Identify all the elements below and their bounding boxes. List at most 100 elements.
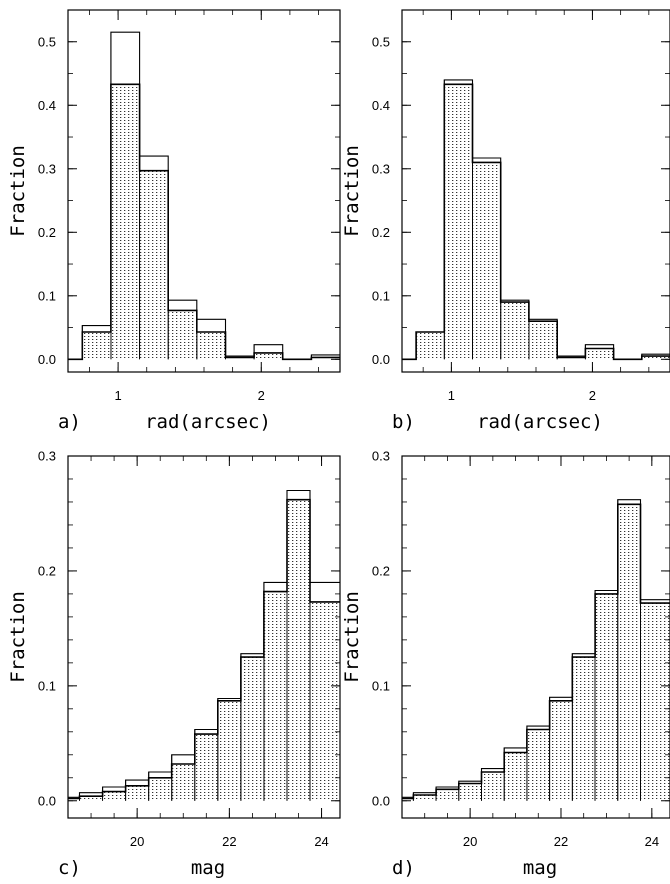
y-tick-label: 0.5 bbox=[372, 34, 390, 49]
histogram-outline-series bbox=[68, 31, 340, 360]
panels-root: 0.0 0.1 0.2 0.3 0.4 0.5 1 2 Fraction rad(arcsec) a… bbox=[7, 9, 670, 879]
hist-bar-fill bbox=[310, 601, 340, 801]
hist-bar-fill bbox=[125, 785, 149, 801]
hist-bar-fill bbox=[549, 700, 573, 801]
hist-bar-fill bbox=[504, 752, 527, 801]
y-tick-label: 0.0 bbox=[38, 352, 56, 367]
y-tick-label: 0.3 bbox=[372, 449, 390, 464]
x-axis-title: mag bbox=[523, 857, 557, 879]
y-tick-label: 0.2 bbox=[38, 563, 56, 578]
y-tick-label: 0.0 bbox=[372, 352, 390, 367]
plot-frame bbox=[401, 455, 670, 819]
x-tick-label: 20 bbox=[463, 834, 477, 849]
y-tick-label: 0.3 bbox=[372, 161, 390, 176]
x-tick-label: 20 bbox=[130, 834, 144, 849]
hist-bar-fill bbox=[110, 84, 140, 360]
panel-c: 0.0 0.1 0.2 0.3 20 22 24 Fraction mag c) bbox=[7, 449, 341, 879]
x-tick-label: 24 bbox=[314, 834, 328, 849]
hist-bar-fill bbox=[168, 310, 197, 360]
hist-bar-fill bbox=[436, 789, 459, 801]
plot-frame bbox=[67, 9, 341, 373]
panel-d: 0.0 0.1 0.2 0.3 20 22 24 Fraction mag d) bbox=[341, 449, 670, 879]
hist-bar-fill bbox=[458, 783, 482, 801]
hist-bar-fill bbox=[526, 729, 550, 801]
hist-bar-fill bbox=[500, 302, 529, 360]
hist-bar-fill bbox=[402, 798, 414, 801]
hist-bar-fill bbox=[139, 170, 169, 360]
hist-bar-fill bbox=[263, 591, 287, 801]
panel-label: c) bbox=[58, 857, 81, 879]
y-axis-title: Fraction bbox=[341, 591, 363, 683]
hist-bar-fill bbox=[82, 331, 111, 360]
y-tick-label: 0.5 bbox=[38, 34, 56, 49]
hist-bar-fill bbox=[225, 357, 255, 360]
y-axis-title: Fraction bbox=[7, 145, 29, 237]
x-tick-label: 2 bbox=[589, 388, 596, 403]
hist-bar-fill bbox=[194, 734, 218, 801]
hist-bar-fill bbox=[286, 499, 311, 801]
y-tick-label: 0.4 bbox=[372, 98, 390, 113]
hist-bar-fill bbox=[416, 331, 445, 360]
x-tick-label: 1 bbox=[448, 388, 455, 403]
hist-bar-fill bbox=[572, 657, 596, 801]
hist-bar-fill bbox=[217, 700, 241, 801]
histogram-filled-series-edge bbox=[402, 83, 670, 361]
x-tick-label: 22 bbox=[554, 834, 568, 849]
hist-bar-fill bbox=[617, 504, 641, 801]
y-tick-label: 0.3 bbox=[38, 161, 56, 176]
hist-bar-fill bbox=[311, 357, 340, 360]
hist-bar-fill bbox=[413, 795, 437, 801]
panel-b: 0.0 0.1 0.2 0.3 0.4 0.5 1 2 Fraction rad(arcsec) b… bbox=[341, 9, 670, 433]
panel-a: 0.0 0.1 0.2 0.3 0.4 0.5 1 2 Fraction rad(arcsec) a… bbox=[7, 9, 341, 433]
hist-bar-fill bbox=[557, 357, 586, 360]
hist-bar-fill bbox=[171, 763, 195, 801]
plot-area bbox=[68, 489, 340, 801]
histogram-filled-series-edge bbox=[68, 83, 340, 361]
hist-bar-fill bbox=[640, 603, 670, 801]
panel-label: d) bbox=[392, 857, 415, 879]
hist-bar-fill bbox=[585, 348, 614, 360]
hist-bar-fill bbox=[528, 321, 558, 360]
hist-bar-fill bbox=[595, 593, 618, 801]
y-axis-title: Fraction bbox=[7, 591, 29, 683]
hist-bar-fill bbox=[254, 352, 283, 360]
y-tick-label: 0.1 bbox=[372, 288, 390, 303]
x-axis-title: mag bbox=[191, 857, 225, 879]
y-tick-label: 0.3 bbox=[38, 449, 56, 464]
y-tick-label: 0.0 bbox=[38, 793, 56, 808]
y-axis-title: Fraction bbox=[341, 145, 363, 237]
plot-frame bbox=[401, 9, 670, 373]
y-tick-label: 0.1 bbox=[38, 288, 56, 303]
y-tick-label: 0.0 bbox=[372, 793, 390, 808]
hist-bar-fill bbox=[444, 84, 473, 360]
hist-bar-fill bbox=[196, 331, 226, 360]
plot-area bbox=[402, 79, 670, 361]
hist-bar-fill bbox=[79, 796, 103, 801]
x-tick-label: 24 bbox=[645, 834, 659, 849]
histogram-outline-series bbox=[402, 79, 670, 360]
hist-bar-fill bbox=[102, 791, 126, 801]
hist-bar-fill bbox=[68, 798, 80, 801]
panel-label: b) bbox=[392, 411, 415, 433]
plot-area bbox=[68, 31, 340, 361]
y-tick-label: 0.4 bbox=[38, 98, 56, 113]
hist-bar-fill bbox=[148, 777, 172, 801]
y-tick-label: 0.2 bbox=[372, 225, 390, 240]
x-tick-label: 2 bbox=[258, 388, 265, 403]
plot-frame bbox=[67, 455, 341, 819]
y-tick-label: 0.2 bbox=[38, 225, 56, 240]
hist-bar-fill bbox=[641, 356, 670, 360]
hist-bar-fill bbox=[240, 657, 264, 801]
x-axis-title: rad(arcsec) bbox=[145, 411, 271, 433]
x-tick-label: 22 bbox=[222, 834, 236, 849]
y-tick-label: 0.2 bbox=[372, 563, 390, 578]
hist-bar-fill bbox=[472, 162, 501, 360]
hist-bar-fill bbox=[481, 772, 505, 801]
y-tick-label: 0.1 bbox=[372, 678, 390, 693]
x-axis-title: rad(arcsec) bbox=[477, 411, 603, 433]
y-tick-label: 0.1 bbox=[38, 678, 56, 693]
x-tick-label: 1 bbox=[114, 388, 121, 403]
panel-label: a) bbox=[58, 411, 81, 433]
plot-area bbox=[402, 499, 670, 801]
